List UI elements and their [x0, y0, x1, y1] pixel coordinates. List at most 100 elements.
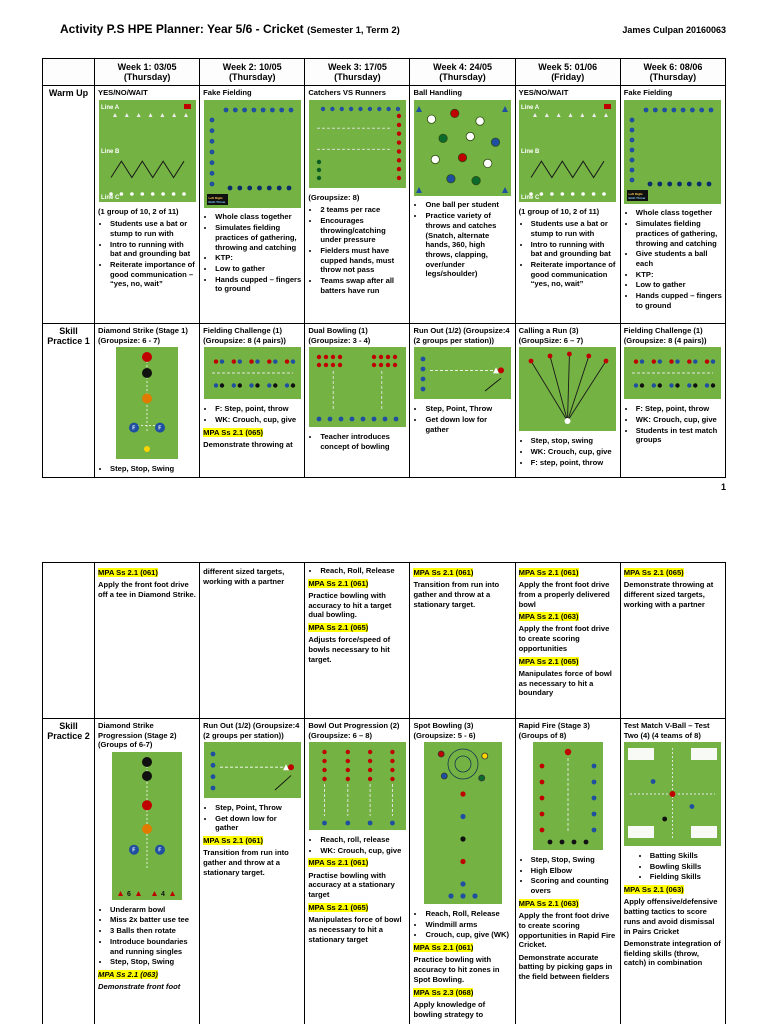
- week-cell: different sized targets, working with a …: [199, 561, 306, 719]
- week-header-date: Week 6: 08/06: [643, 62, 703, 72]
- week-cell: YES/NO/WAIT Line A Line B Line C (1 group of…: [514, 85, 621, 324]
- bullet-item: Whole class together: [636, 208, 722, 218]
- bullet-item: Low to gather: [636, 280, 722, 290]
- week-cell: MPA Ss 2.1 (061) Apply the front foot dri…: [93, 561, 201, 719]
- cell-text: Demonstrate accurate batting by picking …: [518, 952, 613, 981]
- bullet-item: Step, Point, Throw: [215, 803, 301, 813]
- mpa-outcome-line: MPA Ss 2.1 (061): [518, 567, 617, 578]
- bullet-item: 2 teams per race: [320, 205, 406, 215]
- bullet-list: Underarm bowlMiss 2x batter use tee3 Bal…: [110, 905, 196, 967]
- bullet-item: Miss 2x batter use tee: [110, 915, 196, 925]
- cell-text: Apply offensive/defensive batting tactic…: [623, 897, 718, 936]
- bullet-item: Reach, roll, release: [320, 835, 406, 845]
- week-cell: Bowl Out Progression (2) (Groupsize: 6 –…: [304, 717, 411, 1024]
- balls-field-diagram: [413, 99, 512, 199]
- week-header-day: (Thursday): [123, 72, 171, 82]
- bullet-item: Step, Stop, Swing: [531, 855, 617, 865]
- cell-text: Adjusts force/speed of bowls necessary t…: [308, 635, 391, 664]
- mpa-outcome-line: MPA Ss 2.1 (061): [203, 836, 301, 846]
- bullet-list: Batting SkillsBowling SkillsFielding Ski…: [650, 851, 722, 882]
- bullet-list: Reach, Roll, ReleaseWindmill armsCrouch,…: [425, 909, 511, 940]
- svg-text:6: 6: [127, 891, 131, 898]
- cell-text: Apply the front foot drive off a tee in …: [98, 580, 196, 599]
- activity-title: YES/NO/WAIT: [518, 88, 569, 97]
- runout-field-diagram: [203, 742, 301, 801]
- week-header: Week 6: 08/06 (Thursday): [619, 58, 727, 86]
- cell-text: different sized targets, working with a …: [203, 567, 285, 587]
- bullet-item: Simulates fielding practices of gatherin…: [636, 219, 722, 248]
- doc-header: Activity P.S HPE Planner: Year 5/6 - Cri…: [60, 22, 726, 36]
- bullet-list: Students use a bat or stump to run with I…: [531, 219, 617, 289]
- planner-table-2: MPA Ss 2.1 (061) Apply the front foot dri…: [42, 561, 727, 1024]
- week-cell: MPA Ss 2.1 (061) Transition from run into…: [409, 561, 516, 719]
- week-cell: Run Out (1/2) (Groupsize:4 (2 groups per…: [409, 323, 516, 478]
- svg-text:Left Right: Left Right: [629, 192, 643, 196]
- week-header: Week 2: 10/05 (Thursday): [199, 58, 306, 86]
- bullet-item: WK: Crouch, cup, give: [531, 447, 617, 457]
- cell-text: Transition from run into gather and thro…: [413, 580, 500, 609]
- bullet-item: Hands cupped – fingers to ground: [215, 275, 301, 294]
- rapid-field-diagram: [519, 742, 617, 853]
- bullet-item: Get down low for gather: [425, 415, 511, 434]
- mpa-code: MPA Ss 2.1 (061): [308, 858, 369, 868]
- bullet-item: Teacher introduces concept of bowling: [320, 432, 406, 451]
- bullet-item: Reach, Roll, Release: [425, 909, 511, 919]
- cell-text: Apply the front foot drive to create sco…: [518, 911, 616, 950]
- week-cell: YES/NO/WAIT Line A Line B Line C (1 group of…: [93, 85, 201, 324]
- week-header-day: (Thursday): [439, 72, 486, 82]
- row-label: Skill Practice 1: [42, 323, 95, 478]
- week-cell: Dual Bowling (1) (Groupsize: 3 - 4) Teach…: [304, 323, 411, 478]
- bullet-item: Teams swap after all batters have run: [320, 276, 406, 295]
- bullet-item: WK: Crouch, cup, give: [636, 415, 722, 425]
- bullet-item: Students use a bat or stump to run with: [531, 219, 617, 238]
- page-number: 1: [720, 481, 726, 492]
- activity-title: Calling a Run (3) (GroupSize: 6 – 7): [518, 326, 584, 345]
- bullet-item: Simulates fielding practices of gatherin…: [215, 223, 301, 252]
- activity-title: Diamond Strike Progression (Stage 2) (Gr…: [98, 720, 177, 750]
- bullet-item: Step, Stop, Swing: [110, 957, 196, 967]
- cell-text: Demonstrate throwing at: [203, 439, 293, 449]
- mpa-outcome-line: MPA Ss 2.1 (061): [413, 943, 511, 953]
- bullet-item: Scoring and counting overs: [531, 876, 617, 895]
- mpa-outcome-line: MPA Ss 2.1 (063): [518, 612, 617, 622]
- mpa-code: MPA Ss 2.1 (063): [518, 898, 579, 908]
- week-cell: Reach, Roll, Release MPA Ss 2.1 (061) Prac…: [304, 561, 411, 719]
- bullet-list: Whole class togetherSimulates fielding p…: [636, 208, 722, 310]
- week-header-day: (Thursday): [334, 72, 381, 82]
- svg-text:F: F: [132, 848, 135, 854]
- svg-text:Line B: Line B: [521, 149, 540, 155]
- mpa-outcome-line: MPA Ss 2.1 (061): [308, 858, 406, 868]
- mpa-code: MPA Ss 2.3 (068): [413, 987, 474, 997]
- cell-text: Manipulates force of bowl as necessary t…: [308, 915, 402, 944]
- mpa-outcome-line: MPA Ss 2.1 (063): [518, 898, 617, 909]
- bullet-list: Whole class togetherSimulates fielding p…: [215, 212, 301, 294]
- week-header-date: Week 3: 17/05: [327, 62, 387, 72]
- bullet-item: Intro to running with bat and grounding …: [531, 240, 617, 259]
- mpa-code: MPA Ss 2.1 (065): [308, 902, 369, 912]
- activity-title: YES/NO/WAIT: [98, 88, 148, 97]
- mpa-outcome-line: MPA Ss 2.1 (061): [413, 567, 511, 578]
- catchers-field-diagram: [308, 99, 406, 191]
- bullet-item: Crouch, cup, give (WK): [425, 930, 511, 940]
- activity-title: Test Match V-Ball – Test Two (4) (4 team…: [623, 720, 710, 740]
- week-header: Week 3: 17/05 (Thursday): [304, 58, 411, 86]
- week-header: Week 1: 03/05 (Thursday): [93, 58, 201, 86]
- week-header-date: Week 5: 01/06: [538, 62, 598, 72]
- bullet-list: 2 teams per raceEncourages throwing/catc…: [320, 205, 406, 295]
- bullet-item: Batting Skills: [650, 851, 722, 861]
- activity-title: Fake Fielding: [623, 88, 673, 97]
- page-title: Activity P.S HPE Planner: Year 5/6 - Cri…: [60, 22, 400, 36]
- mpa-code: MPA Ss 2.1 (061): [518, 567, 579, 577]
- cell-text: Practise bowling with accuracy at a stat…: [308, 870, 395, 900]
- planner-table-1: Week 1: 03/05 (Thursday) Week 2: 10/05 (Thu…: [42, 58, 727, 478]
- svg-text:Line C: Line C: [521, 195, 540, 201]
- bullet-item: Get down low for gather: [215, 814, 301, 833]
- dual-field-diagram: [308, 347, 406, 430]
- spot-field-diagram: [413, 742, 511, 907]
- week-header: Week 4: 24/05 (Thursday): [409, 58, 516, 86]
- mpa-code: MPA Ss 2.1 (061): [413, 567, 474, 577]
- cell-text: Apply the front foot drive from a proper…: [518, 580, 610, 609]
